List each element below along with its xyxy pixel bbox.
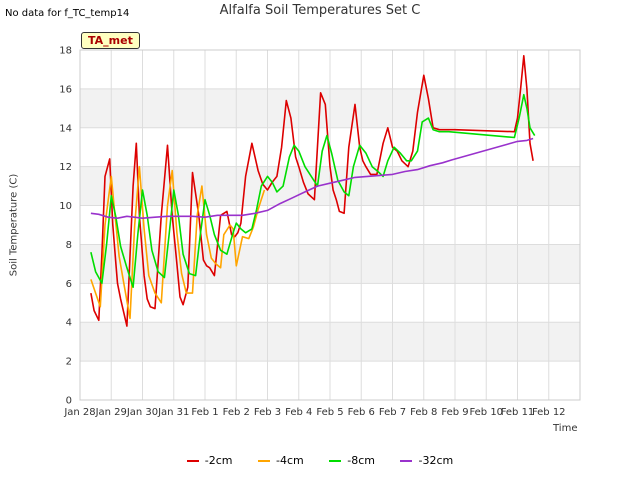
y-tick-label: 0 [66, 396, 72, 407]
y-tick-label: 18 [59, 46, 72, 57]
legend-swatch-2cm [186, 460, 199, 462]
legend: -2cm -4cm -8cm -32cm [0, 454, 640, 467]
x-tick-label: Feb 5 [316, 407, 343, 418]
x-tick-label: Feb 8 [410, 407, 437, 418]
plot-border [79, 49, 581, 401]
x-tick-label: Jan 31 [157, 407, 189, 418]
ta-met-badge: TA_met [81, 32, 140, 49]
y-tick-label: 8 [66, 240, 72, 251]
legend-label: -8cm [347, 454, 375, 467]
series-line-2cm [90, 54, 534, 327]
x-tick-label: Jan 28 [63, 407, 95, 418]
chart-title: Alfalfa Soil Temperatures Set C [219, 3, 421, 18]
x-tick-label: Feb 11 [501, 407, 535, 418]
y-tick-label: 10 [59, 201, 72, 212]
y-tick-label: 16 [59, 84, 72, 95]
x-tick-label: Feb 7 [379, 407, 406, 418]
x-tick-label: Jan 29 [95, 407, 127, 418]
y-axis-label: Soil Temperature (C) [8, 173, 20, 277]
legend-swatch-32cm [400, 460, 413, 462]
series-line-8cm [90, 93, 536, 289]
legend-item-8cm[interactable]: -8cm [329, 454, 375, 467]
series-line-4cm [90, 165, 266, 320]
x-tick-label: Feb 3 [254, 407, 281, 418]
y-tick-label: 4 [66, 318, 72, 329]
x-axis-label: Time [553, 423, 578, 434]
legend-label: -4cm [276, 454, 304, 467]
x-tick-label: Feb 2 [223, 407, 250, 418]
y-tick-label: 12 [59, 162, 72, 173]
legend-item-4cm[interactable]: -4cm [258, 454, 304, 467]
x-tick-label: Jan 30 [126, 407, 158, 418]
x-tick-label: Feb 6 [348, 407, 375, 418]
y-tick-label: 2 [66, 357, 72, 368]
x-tick-label: Feb 12 [532, 407, 566, 418]
x-tick-label: Feb 9 [441, 407, 468, 418]
x-tick-label: Feb 1 [191, 407, 218, 418]
legend-swatch-4cm [258, 460, 271, 462]
legend-label: -2cm [204, 454, 233, 467]
y-tick-label: 14 [59, 123, 72, 134]
legend-swatch-8cm [329, 460, 342, 462]
series-line-32cm [90, 137, 534, 219]
legend-item-2cm[interactable]: -2cm [186, 454, 233, 467]
x-tick-label: Feb 4 [285, 407, 312, 418]
x-tick-label: Feb 10 [469, 407, 503, 418]
legend-label: -32cm [418, 454, 454, 467]
legend-item-32cm[interactable]: -32cm [400, 454, 453, 467]
no-data-notice: No data for f_TC_temp14 [5, 8, 130, 19]
y-tick-label: 6 [66, 279, 72, 290]
